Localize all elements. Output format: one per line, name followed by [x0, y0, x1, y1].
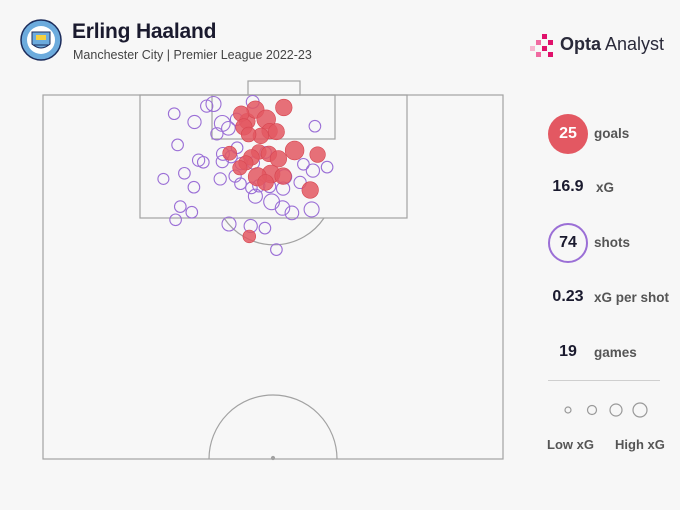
centre-spot	[270, 455, 276, 461]
goal-marker-3	[275, 98, 293, 117]
legend-circle-3	[609, 403, 623, 417]
legend-divider	[548, 380, 660, 381]
shot-marker-14	[196, 155, 210, 169]
shot-marker-32	[247, 188, 263, 204]
shot-marker-46	[200, 99, 214, 113]
goals-layer	[222, 98, 326, 244]
goal-marker-24	[242, 229, 257, 244]
shot-marker-40	[221, 216, 237, 232]
shot-marker-31	[187, 180, 201, 194]
shot-marker-2	[187, 114, 202, 130]
header: Erling Haaland Manchester City | Premier…	[0, 0, 680, 78]
goal	[247, 80, 301, 96]
goal-marker-18	[274, 167, 292, 185]
xg-label: xG	[596, 180, 615, 195]
shots-badge: 74	[548, 223, 588, 263]
shot-marker-35	[303, 201, 320, 218]
legend-high-label: High xG	[615, 437, 665, 452]
xg-per-shot-value: 0.23	[552, 288, 584, 305]
penalty-arc	[223, 217, 325, 246]
shot-marker-21	[157, 172, 170, 185]
shot-marker-6	[308, 119, 322, 133]
xg-size-legend	[564, 402, 648, 418]
brand-light: Analyst	[601, 34, 665, 54]
goal-marker-13	[284, 140, 305, 161]
shot-marker-39	[169, 213, 182, 227]
shot-marker-0	[205, 95, 222, 113]
brand-bold: Opta	[560, 34, 602, 54]
goal-marker-9	[240, 126, 257, 143]
shot-marker-23	[213, 172, 227, 186]
centre-circle	[208, 394, 338, 460]
legend-circle-4	[632, 402, 648, 418]
opta-analyst-logo: Opta Analyst	[528, 32, 668, 62]
shot-marker-33	[263, 193, 281, 211]
games-label: games	[594, 345, 637, 360]
shot-marker-1	[167, 107, 181, 121]
page-subtitle: Manchester City | Premier League 2022-23	[73, 48, 312, 62]
shot-marker-5	[221, 120, 236, 136]
shot-marker-7	[210, 127, 224, 141]
goal-marker-23	[257, 174, 274, 191]
club-crest-icon	[20, 19, 62, 61]
goal-marker-21	[309, 146, 326, 163]
goal-marker-7	[267, 123, 285, 141]
legend-low-label: Low xG	[547, 437, 594, 452]
legend-circle-1	[564, 406, 572, 414]
shot-marker-42	[258, 221, 272, 235]
shot-marker-38	[185, 205, 199, 219]
brand-name: Opta Analyst	[560, 34, 664, 55]
goal-marker-20	[222, 145, 237, 161]
shot-marker-34	[274, 200, 291, 216]
games-value: 19	[559, 343, 577, 360]
shot-marker-22	[178, 166, 191, 180]
shot-marker-44	[270, 243, 283, 256]
goal-marker-16	[232, 160, 248, 176]
shot-marker-37	[173, 200, 187, 213]
shot-marker-13	[191, 153, 206, 167]
legend-circle-2	[586, 404, 598, 416]
shots-label: shots	[594, 235, 631, 250]
shot-marker-36	[284, 205, 300, 221]
shot-marker-18	[297, 157, 310, 171]
goal-marker-14	[269, 150, 288, 168]
shot-marker-25	[234, 177, 247, 191]
page-title: Erling Haaland	[72, 20, 217, 43]
shot-marker-20	[320, 160, 334, 174]
xg-per-shot-label: xG per shot	[594, 290, 670, 305]
opta-logo-icon	[530, 34, 553, 57]
xg-value: 16.9	[552, 178, 584, 195]
shot-marker-4	[213, 114, 231, 132]
shot-marker-15	[215, 154, 229, 169]
goals-label: goals	[594, 126, 630, 141]
goal-marker-22	[301, 181, 319, 199]
shot-marker-19	[305, 163, 321, 178]
goals-badge: 25	[548, 114, 588, 154]
shot-marker-8	[171, 138, 184, 152]
